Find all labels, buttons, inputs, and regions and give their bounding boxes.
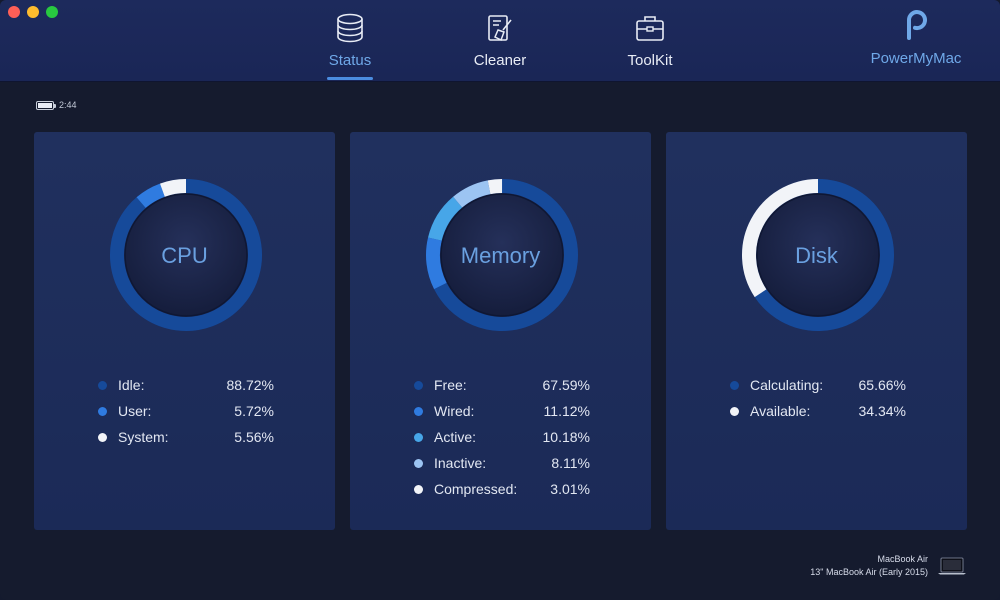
legend-name: System: bbox=[118, 429, 169, 445]
database-icon bbox=[337, 13, 363, 43]
disk-card[interactable]: Disk Calculating: 65.66% Available: 34.3… bbox=[666, 132, 967, 530]
tab-toolkit[interactable]: ToolKit bbox=[595, 8, 705, 80]
legend-dot bbox=[98, 432, 107, 442]
legend-value: 10.18% bbox=[542, 429, 590, 445]
legend-row-user: User: 5.72% bbox=[98, 398, 274, 424]
legend-row-idle: Idle: 88.72% bbox=[98, 372, 274, 398]
legend-name: Available: bbox=[750, 403, 811, 419]
legend-name: Wired: bbox=[434, 403, 475, 419]
ring-segment-inactive bbox=[453, 180, 491, 208]
tab-cleaner-label: Cleaner bbox=[473, 52, 527, 69]
window-controls bbox=[8, 6, 58, 18]
legend-dot bbox=[414, 484, 423, 494]
legend-row-active: Active: 10.18% bbox=[414, 424, 590, 450]
cpu-usage-ring bbox=[110, 179, 262, 331]
tab-status-label: Status bbox=[328, 52, 372, 69]
legend-value: 5.56% bbox=[234, 429, 274, 445]
close-window-button[interactable] bbox=[8, 6, 20, 18]
brand-name: PowerMyMac bbox=[870, 50, 962, 67]
ring-segment-idle bbox=[110, 179, 262, 331]
toolbox-icon bbox=[636, 16, 664, 41]
legend-row-inactive: Inactive: 8.11% bbox=[414, 450, 590, 476]
cpu-title: CPU bbox=[161, 243, 208, 268]
legend-dot bbox=[730, 406, 739, 416]
ring-segment-calculating bbox=[754, 179, 894, 331]
ring-segment-available bbox=[742, 179, 819, 298]
brand[interactable]: PowerMyMac bbox=[866, 10, 966, 67]
tab-status[interactable]: Status bbox=[295, 8, 405, 80]
legend-value: 5.72% bbox=[234, 403, 274, 419]
legend-name: Calculating: bbox=[750, 377, 824, 393]
legend-name: Idle: bbox=[118, 377, 145, 393]
memory-card[interactable]: Memory Free: 67.59% Wired: 11.12% Active… bbox=[350, 132, 651, 530]
macbook-icon bbox=[938, 557, 966, 575]
top-toolbar: Status Cleaner ToolKit bbox=[0, 0, 1000, 82]
legend-name: Inactive: bbox=[434, 455, 487, 471]
legend-value: 65.66% bbox=[858, 377, 906, 393]
device-info: MacBook Air 13" MacBook Air (Early 2015) bbox=[810, 553, 966, 579]
legend-dot bbox=[730, 380, 739, 390]
legend-dot bbox=[414, 406, 423, 416]
legend-dot bbox=[414, 458, 423, 468]
cpu-card[interactable]: CPU Idle: 88.72% User: 5.72% System: 5.5… bbox=[34, 132, 335, 530]
active-tab-indicator bbox=[327, 77, 373, 80]
powermymac-logo-icon bbox=[907, 10, 927, 40]
disk-title: Disk bbox=[795, 243, 838, 268]
memory-usage-ring bbox=[426, 179, 578, 331]
legend-name: User: bbox=[118, 403, 152, 419]
legend-dot bbox=[98, 380, 107, 390]
tab-toolkit-label: ToolKit bbox=[627, 52, 673, 69]
tab-cleaner[interactable]: Cleaner bbox=[445, 8, 555, 80]
legend-value: 88.72% bbox=[226, 377, 274, 393]
ring-center bbox=[124, 193, 248, 317]
legend-row-free: Free: 67.59% bbox=[414, 372, 590, 398]
ring-segment-user bbox=[136, 183, 166, 209]
device-name: MacBook Air bbox=[877, 554, 928, 564]
legend-row-available: Available: 34.34% bbox=[730, 398, 906, 424]
battery-icon bbox=[36, 100, 56, 110]
disk-usage-ring bbox=[742, 179, 894, 331]
legend-row-wired: Wired: 11.12% bbox=[414, 398, 590, 424]
legend-name: Compressed: bbox=[434, 481, 518, 497]
legend-dot bbox=[414, 432, 423, 442]
legend-value: 34.34% bbox=[858, 403, 906, 419]
ring-center bbox=[440, 193, 564, 317]
disk-legend: Calculating: 65.66% Available: 34.34% bbox=[730, 372, 906, 424]
battery-time: 2:44 bbox=[59, 100, 77, 110]
legend-name: Active: bbox=[434, 429, 477, 445]
legend-value: 3.01% bbox=[550, 481, 590, 497]
legend-name: Free: bbox=[434, 377, 467, 393]
minimize-window-button[interactable] bbox=[27, 6, 39, 18]
ring-segment-free bbox=[434, 179, 578, 331]
legend-value: 8.11% bbox=[551, 455, 590, 471]
cpu-legend: Idle: 88.72% User: 5.72% System: 5.56% bbox=[98, 372, 274, 450]
legend-dot bbox=[98, 406, 107, 416]
legend-row-compressed: Compressed: 3.01% bbox=[414, 476, 590, 502]
ring-segment-compressed bbox=[487, 179, 503, 195]
ring-segment-active bbox=[428, 196, 463, 241]
legend-row-system: System: 5.56% bbox=[98, 424, 274, 450]
legend-value: 11.12% bbox=[543, 403, 590, 419]
legend-row-calculating: Calculating: 65.66% bbox=[730, 372, 906, 398]
broom-icon bbox=[488, 15, 512, 42]
ring-segment-wired bbox=[426, 237, 447, 290]
device-model: 13" MacBook Air (Early 2015) bbox=[810, 567, 928, 577]
legend-value: 67.59% bbox=[542, 377, 590, 393]
memory-title: Memory bbox=[460, 243, 541, 268]
memory-legend: Free: 67.59% Wired: 11.12% Active: 10.18… bbox=[414, 372, 590, 502]
battery-status: 2:44 bbox=[36, 100, 77, 110]
ring-center bbox=[756, 193, 880, 317]
legend-dot bbox=[414, 380, 423, 390]
ring-segment-system bbox=[159, 179, 187, 197]
maximize-window-button[interactable] bbox=[46, 6, 58, 18]
